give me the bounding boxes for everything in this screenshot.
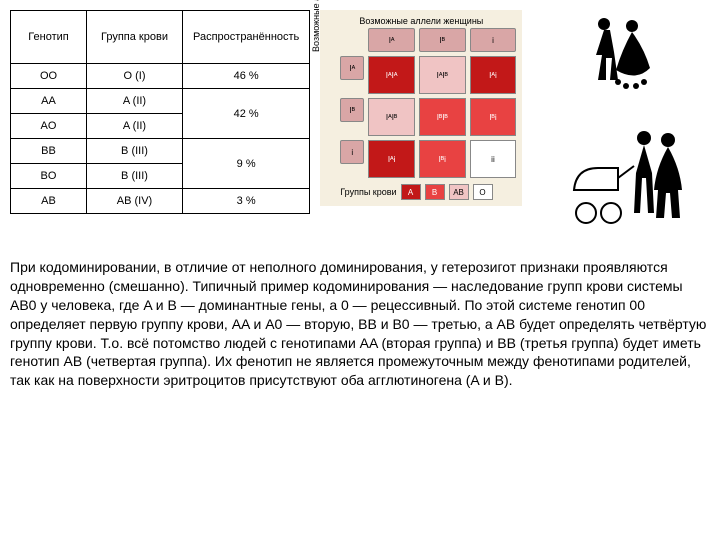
punnett-row-header: i — [340, 140, 364, 164]
cell-genotype: AA — [11, 89, 87, 114]
punnett-cell: Iᴬi — [470, 56, 517, 94]
punnett-cell: IᴬIᴮ — [368, 98, 415, 136]
cell-bloodgroup: O (I) — [87, 64, 183, 89]
legend-row: Группы крови ABABO — [340, 184, 516, 200]
punnett-cell: Iᴮi — [419, 140, 466, 178]
punnett-cell: Iᴮi — [470, 98, 517, 136]
cell-percent: 42 % — [183, 89, 310, 139]
cell-percent: 3 % — [183, 189, 310, 214]
cell-bloodgroup: B (III) — [87, 164, 183, 189]
punnett-cell: IᴬIᴮ — [419, 56, 466, 94]
illustrations — [532, 10, 710, 238]
punnett-cell: ii — [470, 140, 517, 178]
punnett-col-header: i — [470, 28, 517, 52]
punnett-row-header: Iᴮ — [340, 98, 364, 122]
table-row: ABAB (IV)3 % — [11, 189, 310, 214]
cell-genotype: AB — [11, 189, 87, 214]
dancing-couple-icon — [566, 10, 676, 110]
cell-percent: 9 % — [183, 139, 310, 189]
legend-box: AB — [449, 184, 469, 200]
legend-box: O — [473, 184, 493, 200]
cell-percent: 46 % — [183, 64, 310, 89]
legend-box: A — [401, 184, 421, 200]
blood-group-table: Генотип Группа крови Распространённость … — [10, 10, 310, 214]
punnett-top-title: Возможные аллели женщины — [326, 16, 516, 26]
th-bloodgroup: Группа крови — [87, 11, 183, 64]
punnett-cell: IᴮIᴮ — [419, 98, 466, 136]
legend-label: Группы крови — [340, 187, 396, 197]
table-row: OOO (I)46 % — [11, 64, 310, 89]
cell-bloodgroup: B (III) — [87, 139, 183, 164]
cell-bloodgroup: AB (IV) — [87, 189, 183, 214]
punnett-square: Возможные аллели женщины Возможные аллел… — [320, 10, 522, 206]
cell-genotype: BO — [11, 164, 87, 189]
th-percent: Распространённость — [183, 11, 310, 64]
table-row: AAA (II)42 % — [11, 89, 310, 114]
punnett-col-header: Iᴮ — [419, 28, 466, 52]
table-row: BBB (III)9 % — [11, 139, 310, 164]
punnett-row-header: Iᴬ — [340, 56, 364, 80]
punnett-cell: Iᴬi — [368, 140, 415, 178]
cell-genotype: OO — [11, 64, 87, 89]
family-pram-icon — [556, 118, 686, 238]
punnett-col-header: Iᴬ — [368, 28, 415, 52]
punnett-cell: IᴬIᴬ — [368, 56, 415, 94]
body-paragraph: При кодоминировании, в отличие от неполн… — [10, 258, 710, 390]
cell-bloodgroup: A (II) — [87, 89, 183, 114]
cell-bloodgroup: A (II) — [87, 114, 183, 139]
th-genotype: Генотип — [11, 11, 87, 64]
cell-genotype: AO — [11, 114, 87, 139]
punnett-left-title: Возможные аллели мужчины — [311, 0, 321, 52]
cell-genotype: BB — [11, 139, 87, 164]
legend-box: B — [425, 184, 445, 200]
